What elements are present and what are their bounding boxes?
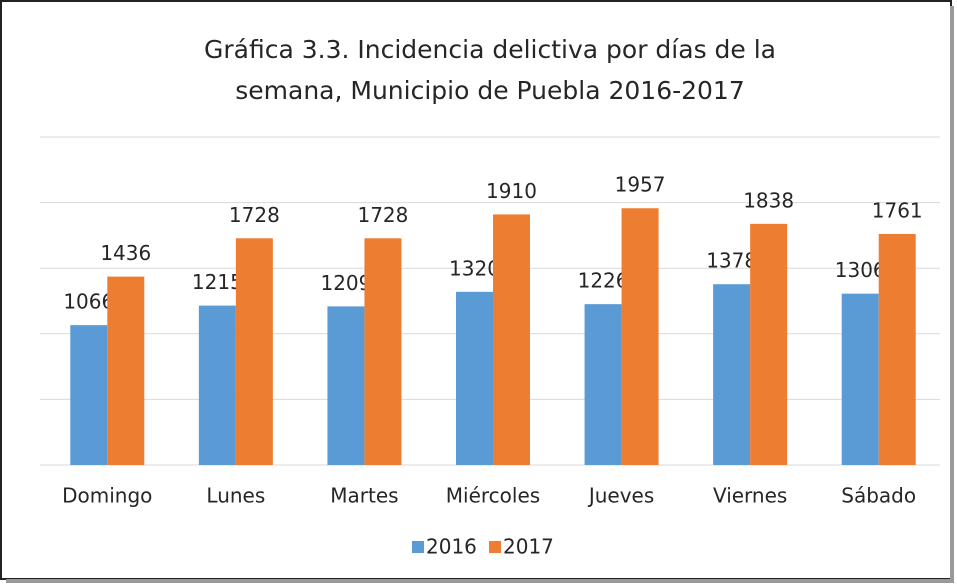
bar xyxy=(107,276,145,465)
data-label: 1838 xyxy=(743,188,794,212)
chart-title: semana, Municipio de Puebla 2016-2017 xyxy=(235,76,745,105)
x-tick-label: Miércoles xyxy=(446,484,540,508)
bar xyxy=(841,293,879,465)
bar xyxy=(713,284,751,465)
x-tick-label: Lunes xyxy=(206,484,265,508)
data-label: 1957 xyxy=(615,173,666,197)
bar xyxy=(621,208,659,466)
data-label: 1306 xyxy=(835,258,886,282)
data-label: 1320 xyxy=(449,256,500,280)
bar xyxy=(878,233,916,465)
data-label: 1761 xyxy=(872,198,923,222)
data-label: 1910 xyxy=(486,179,537,203)
x-tick-label: Viernes xyxy=(713,484,787,508)
x-tick-label: Jueves xyxy=(587,484,654,508)
data-label: 1215 xyxy=(192,270,243,294)
legend-swatch xyxy=(412,541,424,553)
bar xyxy=(70,325,108,465)
x-tick-label: Domingo xyxy=(62,484,152,508)
bar xyxy=(235,238,273,465)
bar xyxy=(198,305,236,465)
bar xyxy=(456,291,493,465)
data-label: 1436 xyxy=(100,241,151,265)
bar xyxy=(364,238,402,465)
bar xyxy=(327,306,365,465)
bar xyxy=(584,304,622,465)
data-label: 1728 xyxy=(229,203,280,227)
data-label: 1066 xyxy=(63,290,114,314)
data-label: 1378 xyxy=(706,249,757,273)
data-label: 1226 xyxy=(578,269,629,293)
data-label: 1728 xyxy=(357,203,408,227)
bar xyxy=(750,223,788,465)
legend-label: 2016 xyxy=(426,535,477,559)
legend-label: 2017 xyxy=(503,535,554,559)
x-tick-label: Martes xyxy=(330,484,398,508)
data-label: 1209 xyxy=(320,271,371,295)
legend-swatch xyxy=(489,541,501,553)
bar xyxy=(493,214,530,465)
x-tick-label: Sábado xyxy=(841,484,916,508)
chart-title: Gráfica 3.3. Incidencia delictiva por dí… xyxy=(204,35,776,64)
